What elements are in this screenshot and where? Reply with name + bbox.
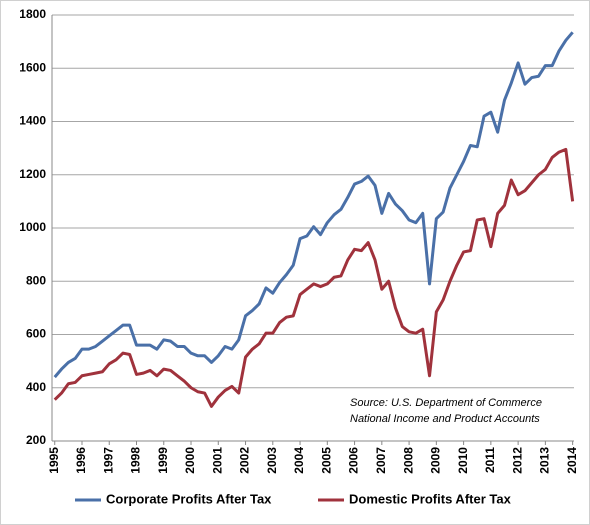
x-tick-label: 2008 (401, 447, 415, 474)
x-tick-label: 2001 (210, 447, 224, 474)
x-tick-label: 2005 (319, 447, 333, 474)
y-tick-label: 800 (26, 273, 46, 287)
series-line (53, 31, 574, 379)
legend-label: Corporate Profits After Tax (106, 491, 272, 506)
x-tick-label: 2013 (538, 447, 552, 474)
x-tick-label: 1999 (156, 447, 170, 474)
x-tick-label: 1996 (74, 447, 88, 474)
annotation: National Income and Product Accounts (350, 413, 540, 425)
x-tick-label: 1995 (47, 447, 61, 474)
y-tick-label: 600 (26, 327, 46, 341)
x-tick-label: 2012 (510, 447, 524, 474)
y-tick-label: 200 (26, 433, 46, 447)
x-tick-label: 2011 (483, 447, 497, 473)
y-tick-label: 1800 (19, 7, 46, 21)
y-tick-label: 1600 (19, 60, 46, 74)
x-tick-label: 2002 (238, 447, 252, 474)
x-tick-label: 2000 (183, 447, 197, 474)
x-tick-label: 2010 (456, 447, 470, 474)
y-tick-label: 1000 (19, 220, 46, 234)
y-tick-label: 400 (26, 380, 46, 394)
annotation: Source: U.S. Department of Commerce (350, 397, 542, 409)
x-tick-label: 2004 (292, 447, 306, 474)
y-tick-label: 1200 (19, 167, 46, 181)
x-tick-label: 2006 (347, 447, 361, 474)
x-tick-label: 2014 (565, 447, 579, 474)
x-tick-label: 2007 (374, 447, 388, 474)
x-tick-label: 2009 (429, 447, 443, 474)
x-tick-label: 2003 (265, 447, 279, 474)
y-tick-label: 1400 (19, 114, 46, 128)
x-tick-label: 1998 (129, 447, 143, 474)
x-tick-label: 1997 (101, 447, 115, 474)
legend-label: Domestic Profits After Tax (349, 491, 512, 506)
series-line (53, 147, 575, 408)
